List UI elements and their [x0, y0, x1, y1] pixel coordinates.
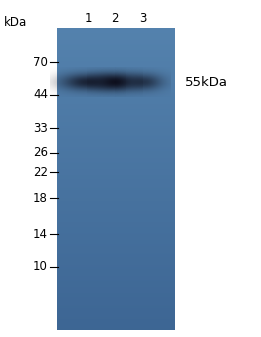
Text: 10: 10 — [33, 261, 48, 274]
Text: 55kDa: 55kDa — [185, 75, 228, 89]
Text: kDa: kDa — [4, 16, 27, 29]
Text: 33: 33 — [33, 122, 48, 134]
Text: 1: 1 — [84, 11, 92, 25]
Text: 3: 3 — [139, 11, 147, 25]
Text: 14: 14 — [33, 227, 48, 241]
Text: 26: 26 — [33, 147, 48, 159]
Text: 2: 2 — [111, 11, 119, 25]
Text: 22: 22 — [33, 165, 48, 179]
Text: 44: 44 — [33, 89, 48, 101]
Text: 70: 70 — [33, 56, 48, 68]
Text: 18: 18 — [33, 191, 48, 205]
